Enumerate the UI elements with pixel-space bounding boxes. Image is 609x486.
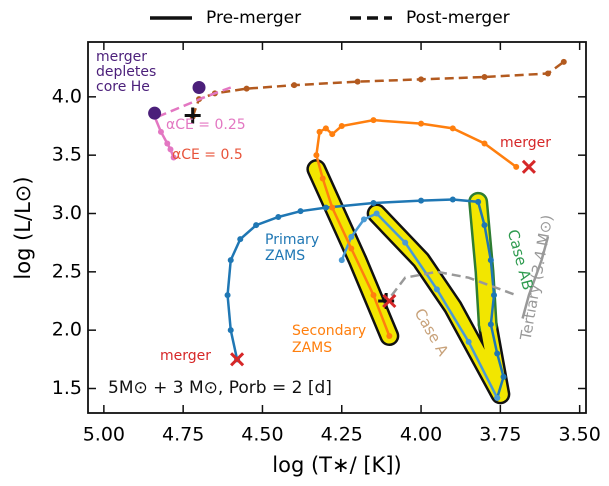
annotation: ZAMS: [265, 248, 305, 264]
track-point: [500, 373, 507, 380]
track-point: [481, 74, 488, 80]
annotation: Secondary: [292, 323, 366, 339]
legend-label: Pre-merger: [206, 8, 301, 28]
track-point: [170, 154, 177, 161]
annotation: core He: [96, 79, 150, 95]
marker: [192, 81, 206, 94]
marker: [230, 352, 245, 367]
track-point: [237, 236, 244, 243]
track-point: [227, 257, 234, 264]
y-tick-label: 4.0: [52, 85, 82, 107]
annotation: depletes: [96, 64, 156, 80]
track-point: [494, 394, 501, 401]
marker: [148, 106, 162, 120]
track-point: [329, 131, 336, 138]
track-point: [316, 128, 323, 135]
x-tick-label: 4.75: [162, 424, 204, 446]
track-point: [329, 204, 336, 211]
track: [381, 270, 517, 308]
y-tick-label: 2.0: [52, 319, 82, 341]
x-tick-label: 4.00: [400, 424, 442, 446]
track-point: [449, 125, 456, 132]
annotation: merger: [160, 348, 211, 364]
track: [521, 236, 550, 319]
track-point: [319, 175, 326, 182]
annotation: αCE = 0.5: [172, 147, 243, 163]
track-point: [370, 200, 377, 206]
marker: [378, 293, 395, 309]
track-point: [313, 152, 320, 159]
track-point: [370, 117, 377, 124]
track-point: [275, 214, 282, 220]
legend-label: Post-merger: [406, 8, 510, 28]
annotation: 5M⊙ + 3 M⊙, Porb = 2 [d]: [108, 378, 332, 398]
track-point: [418, 197, 425, 204]
track-point: [167, 146, 174, 153]
track-point: [253, 222, 260, 229]
x-tick-label: 5.00: [83, 424, 125, 446]
track-point: [418, 76, 425, 83]
track-point: [487, 321, 494, 328]
track-point: [338, 123, 345, 129]
track-point: [449, 196, 456, 203]
track-point: [494, 350, 501, 357]
track-point: [243, 85, 250, 92]
track-point: [560, 58, 567, 65]
y-tick-label: 2.5: [52, 260, 82, 282]
y-tick-label: 1.5: [52, 377, 82, 399]
annotation: ZAMS: [292, 340, 332, 356]
track-point: [322, 125, 329, 132]
track-point: [481, 140, 488, 147]
track-point: [164, 140, 171, 147]
marker: [184, 107, 201, 124]
track-point: [322, 204, 329, 211]
track: [340, 211, 499, 399]
x-tick-label: 3.50: [558, 424, 600, 446]
track-point: [373, 210, 380, 217]
y-axis-label: log (L/L⊙): [11, 176, 35, 279]
track-point: [465, 338, 472, 345]
track-point: [433, 286, 440, 293]
track-point: [475, 198, 482, 205]
track-point: [227, 327, 234, 334]
x-tick-label: 4.50: [241, 424, 283, 446]
marker: [521, 159, 536, 174]
track-point: [386, 333, 393, 339]
y-tick-label: 3.0: [52, 202, 82, 224]
track-point: [491, 292, 498, 299]
track-point: [370, 292, 377, 299]
y-tick-label: 3.5: [52, 144, 82, 166]
track-point: [418, 120, 425, 127]
track-point: [513, 163, 520, 170]
annotation: Primary: [265, 232, 319, 248]
track-point: [297, 208, 304, 215]
track-point: [348, 245, 355, 252]
band: [470, 194, 496, 332]
track-point: [291, 82, 298, 89]
track-point: [544, 70, 551, 77]
plot-frame: [87, 41, 587, 414]
track-point: [354, 78, 361, 85]
track: [191, 60, 565, 118]
track-point: [481, 222, 488, 229]
annotation: merger: [96, 49, 147, 65]
track: [226, 198, 505, 399]
annotation: merger: [500, 135, 551, 151]
track-point: [157, 128, 164, 135]
track-point: [360, 216, 367, 223]
track-point: [487, 257, 494, 264]
track-point: [348, 233, 355, 240]
x-tick-label: 4.25: [321, 424, 363, 446]
track-point: [224, 292, 231, 299]
track-point: [338, 257, 345, 264]
track-point: [402, 239, 409, 246]
annotation: αCE = 0.25: [166, 117, 246, 133]
x-axis-label: log (T∗/ [K]): [272, 453, 401, 477]
x-tick-label: 3.75: [479, 424, 521, 446]
marker: [382, 293, 397, 309]
